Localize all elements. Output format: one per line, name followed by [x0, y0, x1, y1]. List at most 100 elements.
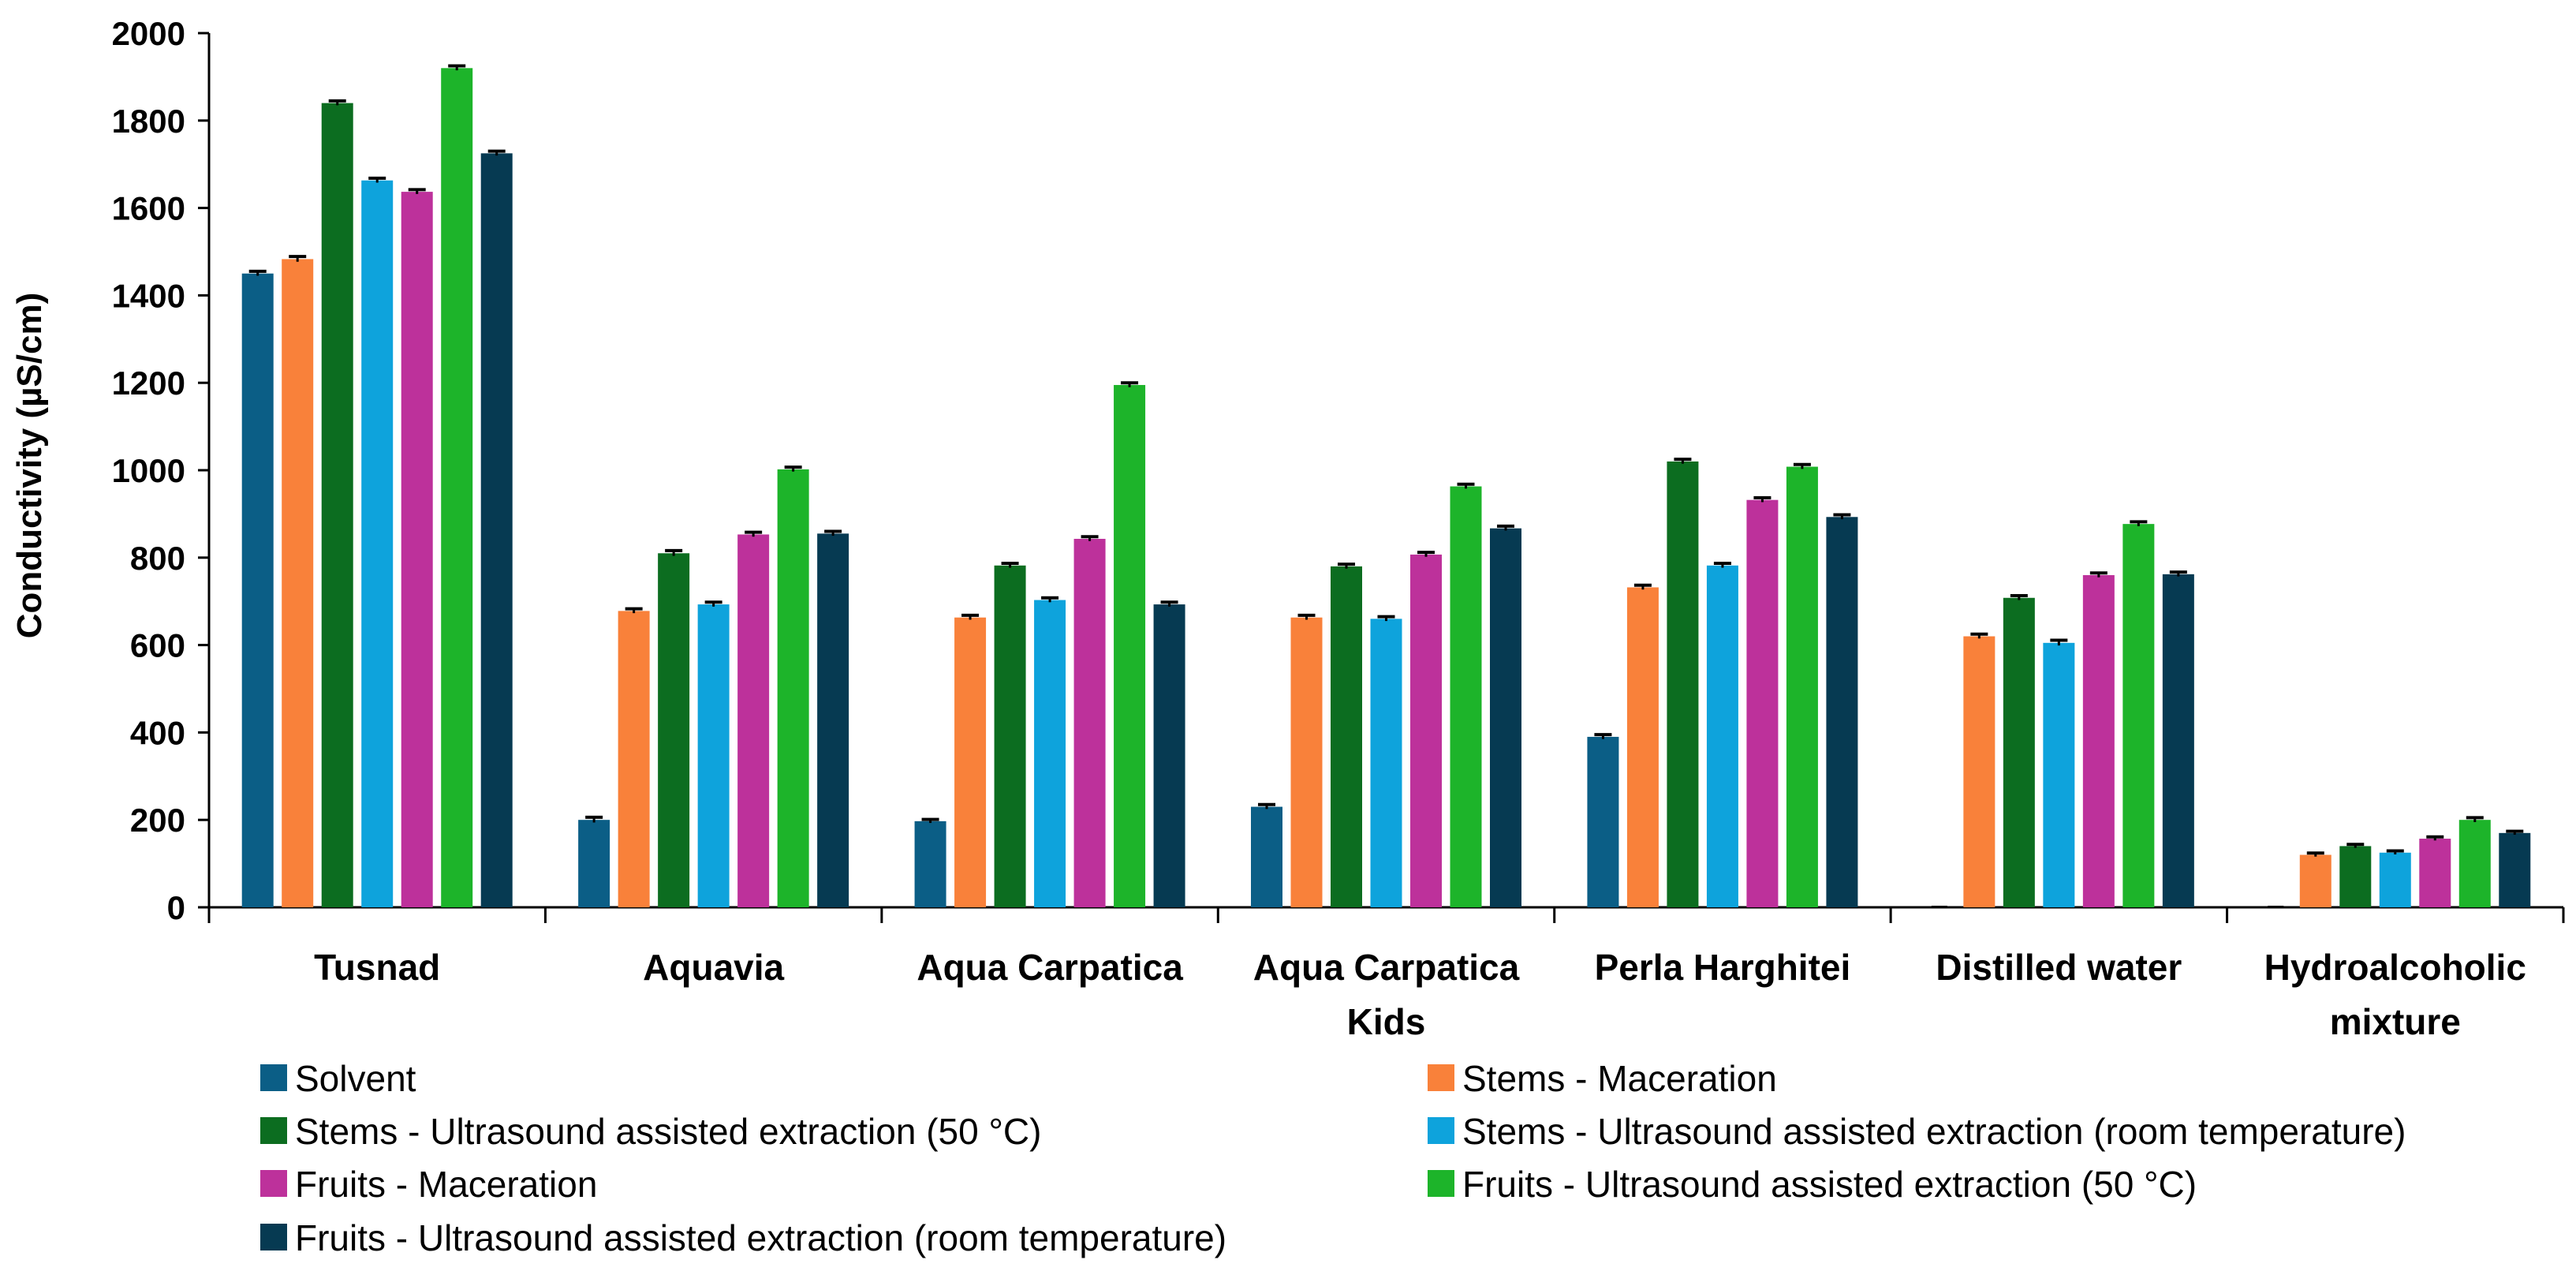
bar [777, 469, 809, 907]
bar [1706, 565, 1738, 907]
bar [2003, 597, 2035, 907]
x-category-label: Aquavia [643, 947, 784, 988]
x-category-label-line: mixture [2330, 1001, 2461, 1042]
y-tick-label: 0 [167, 889, 185, 926]
x-category-label: Distilled water [1936, 947, 2182, 988]
x-category-label: Perla Harghitei [1595, 947, 1851, 988]
bar [2122, 524, 2155, 907]
legend-label: Stems - Ultrasound assisted extraction (… [295, 1111, 1041, 1152]
bar [1370, 619, 1402, 907]
bar [578, 820, 610, 907]
bar [1073, 538, 1106, 907]
legend-item: Stems - Maceration [1428, 1058, 1777, 1099]
x-category-label-line: Aqua Carpatica [1253, 947, 1520, 988]
x-category-label: Tusnad [314, 947, 440, 988]
bar [697, 604, 730, 907]
x-category-label-line: Distilled water [1936, 947, 2182, 988]
x-axis-labels: Tusnad Aquavia Aqua Carpatica Aqua Carpatic… [314, 947, 2526, 1042]
bar [2339, 846, 2372, 907]
bar [2499, 832, 2531, 907]
y-tick-label: 200 [130, 802, 185, 839]
x-category-label-line: Hydroalcoholic [2264, 947, 2526, 988]
bar [658, 553, 690, 907]
y-tick-label: 400 [130, 714, 185, 751]
y-tick-label: 1000 [112, 452, 185, 489]
legend-item: Fruits - Ultrasound assisted extraction … [260, 1217, 1226, 1258]
y-tick-label: 2000 [112, 15, 185, 52]
bar [2419, 839, 2451, 907]
bar [241, 273, 274, 907]
bar [817, 533, 849, 907]
bar [1153, 604, 1185, 907]
bar [1114, 384, 1146, 908]
bar [2458, 820, 2491, 907]
bar [1826, 517, 1858, 907]
legend-item: Solvent [260, 1058, 416, 1099]
bar [361, 180, 394, 907]
bar [1410, 554, 1442, 907]
legend-label: Fruits - Maceration [295, 1164, 597, 1205]
bar [2162, 574, 2194, 907]
legend-label: Fruits - Ultrasound assisted extraction … [1462, 1164, 2197, 1205]
x-category-label: Aqua Carpatica Kids [1253, 947, 1520, 1042]
y-tick-label: 1800 [112, 103, 185, 140]
bar [1331, 566, 1362, 907]
x-category-label-line: Aquavia [643, 947, 784, 988]
y-tick-label: 1600 [112, 190, 185, 227]
bar [1290, 617, 1323, 907]
bar [2082, 574, 2115, 907]
bar [994, 565, 1026, 907]
bar [914, 821, 946, 907]
legend-swatch [260, 1170, 287, 1197]
bar [441, 68, 473, 908]
y-tick-label: 600 [130, 627, 185, 664]
bar [1034, 600, 1066, 907]
bars [241, 64, 2531, 908]
y-tick-label: 1200 [112, 364, 185, 402]
bar [1490, 528, 1521, 907]
bar [618, 611, 650, 907]
legend-swatch [1428, 1117, 1454, 1144]
bar [321, 103, 353, 907]
bar [1626, 587, 1659, 907]
legend-swatch [260, 1064, 287, 1091]
x-category-label-line: Tusnad [314, 947, 440, 988]
legend-item: Fruits - Ultrasound assisted extraction … [1428, 1164, 2197, 1205]
legend-swatch [260, 1117, 287, 1144]
bar [401, 192, 433, 908]
legend-swatch [1428, 1064, 1454, 1091]
bar [1963, 636, 1995, 907]
legend-item: Stems - Ultrasound assisted extraction (… [260, 1111, 1041, 1152]
bar [737, 534, 770, 907]
bar [1587, 736, 1619, 907]
legend-label: Stems - Ultrasound assisted extraction (… [1462, 1111, 2406, 1152]
bar [1746, 499, 1779, 907]
y-tick-label: 800 [130, 540, 185, 577]
legend-label: Solvent [295, 1058, 416, 1099]
legend-label: Stems - Maceration [1462, 1058, 1777, 1099]
legend-item: Stems - Ultrasound assisted extraction (… [1428, 1111, 2406, 1152]
legend-item: Fruits - Maceration [260, 1164, 597, 1205]
bar [282, 259, 314, 908]
x-category-label-line: Aqua Carpatica [917, 947, 1183, 988]
legend: Solvent Stems - Maceration Stems - Ultraso… [260, 1058, 2406, 1258]
x-category-label: Hydroalcoholic mixture [2264, 947, 2526, 1042]
bar [480, 153, 513, 908]
x-category-label-line: Kids [1347, 1001, 1426, 1042]
bar [1450, 486, 1482, 907]
bar [2043, 642, 2075, 907]
y-tick-label: 1400 [112, 277, 185, 314]
bar [2299, 854, 2331, 907]
y-axis-title: Conductivity (µS/cm) [10, 293, 49, 639]
y-axis-ticks: 0 200 400 600 800 1000 1200 1400 1600 1800 2000 [112, 15, 209, 926]
legend-swatch [260, 1224, 287, 1250]
x-category-label-line: Perla Harghitei [1595, 947, 1851, 988]
legend-label: Fruits - Ultrasound assisted extraction … [295, 1217, 1226, 1258]
bar [1251, 806, 1282, 907]
bar [1786, 466, 1818, 907]
bar [954, 617, 987, 907]
bar [2379, 852, 2411, 907]
x-category-label: Aqua Carpatica [917, 947, 1183, 988]
bar [1667, 461, 1699, 907]
